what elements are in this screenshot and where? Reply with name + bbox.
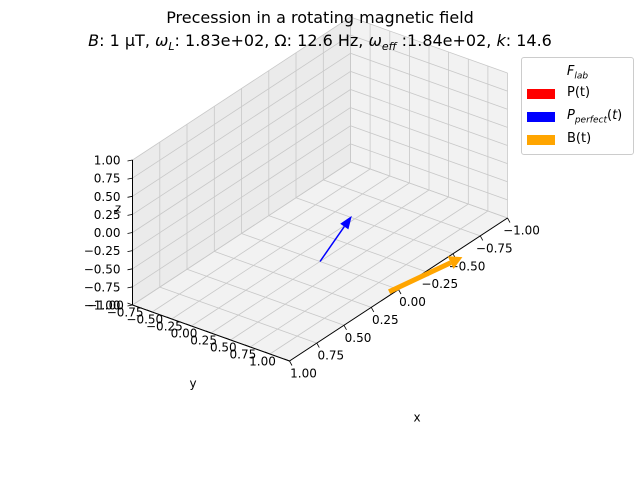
z-tick-3 xyxy=(127,250,133,252)
grid-line-back-z-5 xyxy=(132,71,351,215)
x-tick-1 xyxy=(479,235,484,241)
legend-label-b: B(t) xyxy=(567,131,592,146)
z-tick-label-6: 0.50 xyxy=(94,190,121,204)
z-tick-label-5: 0.25 xyxy=(94,208,121,222)
y-tick-label-0: −1.00 xyxy=(87,299,124,313)
x-tick-label-7: 0.75 xyxy=(317,349,344,363)
y-tick-6 xyxy=(245,344,251,348)
x-tick-label-4: 0.00 xyxy=(399,295,426,309)
grid-line-back-z-4 xyxy=(132,89,351,233)
grid-line-floor-x-7 xyxy=(159,286,317,344)
grid-line-floor-x-6 xyxy=(186,268,345,326)
x-tick-label-0: −1.00 xyxy=(503,224,540,238)
y-tick-label-8: 1.00 xyxy=(249,355,276,369)
grid-line-floor-y-7 xyxy=(269,210,489,355)
z-tick-5 xyxy=(127,214,133,216)
x-tick-6 xyxy=(343,325,347,330)
axis-labels: x y z xyxy=(115,202,421,425)
y-tick-label-2: −0.50 xyxy=(126,313,163,327)
y-tick-label-3: −0.25 xyxy=(146,320,183,334)
grid-line-back-z-8 xyxy=(132,16,351,161)
grid-line-right-z-5 xyxy=(350,71,508,128)
z-tick-label-0: −1.00 xyxy=(84,299,121,313)
arrow-head-b-t xyxy=(447,256,463,269)
chart-subtitle: B: 1 μT, ωL: 1.83e+02, Ω: 12.6 Hz, ωeff … xyxy=(88,31,552,54)
legend-label-p: P(t) xyxy=(567,85,591,100)
y-tick-label-6: 0.50 xyxy=(210,341,237,355)
y-tick-3 xyxy=(186,323,192,327)
z-tick-7 xyxy=(127,177,133,180)
z-tick-4 xyxy=(127,232,133,234)
z-tick-label-1: −0.75 xyxy=(84,280,121,294)
y-tick-2 xyxy=(166,316,172,320)
grid-line-back-z-7 xyxy=(132,34,351,179)
axis-ticks: −1.00−1.00−1.00−0.75−0.75−0.75−0.50−0.50… xyxy=(84,154,540,381)
x-tick-4 xyxy=(398,289,402,295)
legend: Flab P(t) Pperfect(t) B(t) xyxy=(521,57,634,155)
legend-label-p-perfect: Pperfect(t) xyxy=(567,108,623,126)
legend-swatch-p xyxy=(527,89,555,99)
arrow-head-p-perfect-t xyxy=(340,215,352,230)
z-tick-label-7: 0.75 xyxy=(94,172,121,186)
y-tick-1 xyxy=(146,309,153,313)
z-axis-label: z xyxy=(115,202,121,216)
x-tick-label-8: 1.00 xyxy=(290,367,317,381)
z-tick-label-2: −0.50 xyxy=(84,262,121,276)
z-tick-label-3: −0.25 xyxy=(84,244,121,258)
y-tick-5 xyxy=(225,337,231,341)
grid-line-right-z-4 xyxy=(350,89,508,146)
x-tick-0 xyxy=(507,217,511,223)
x-tick-8 xyxy=(289,360,293,366)
grid-line-floor-y-5 xyxy=(230,196,449,341)
x-tick-label-6: 0.50 xyxy=(345,331,372,345)
z-tick-label-8: 1.00 xyxy=(94,154,121,168)
x-tick-label-5: 0.25 xyxy=(372,313,399,327)
axes-grid xyxy=(132,16,508,362)
y-tick-label-4: 0.00 xyxy=(171,327,198,341)
grid-line-floor-x-5 xyxy=(214,251,372,308)
z-tick-2 xyxy=(127,268,133,271)
legend-swatch-b xyxy=(527,135,555,145)
z-tick-label-4: 0.00 xyxy=(94,226,121,240)
arrow-shaft-b-t xyxy=(388,260,452,294)
z-tick-0 xyxy=(127,304,133,307)
y-tick-label-7: 0.75 xyxy=(230,348,257,362)
grid-line-right-z-8 xyxy=(350,16,508,74)
grid-line-right-z-7 xyxy=(350,34,508,92)
grid-line-back-z-6 xyxy=(132,52,351,197)
y-tick-label-1: −0.75 xyxy=(107,306,144,320)
legend-swatch-p-perfect xyxy=(527,112,555,122)
grid-line-right-z-6 xyxy=(350,52,508,110)
y-tick-0 xyxy=(127,302,133,306)
grid-line-floor-y-6 xyxy=(250,203,469,348)
quiver-arrows xyxy=(319,215,463,294)
y-tick-4 xyxy=(205,330,212,334)
x-tick-5 xyxy=(370,307,375,313)
x-axis-label: x xyxy=(413,411,420,425)
legend-title: Flab xyxy=(566,64,589,82)
x-tick-7 xyxy=(316,342,320,348)
x-tick-label-3: −0.25 xyxy=(421,277,458,291)
y-axis-label: y xyxy=(189,377,196,391)
z-tick-1 xyxy=(127,286,133,289)
arrow-shaft-p-perfect-t xyxy=(319,226,345,262)
x-tick-label-1: −0.75 xyxy=(476,241,513,255)
chart-title: Precession in a rotating magnetic field xyxy=(166,8,474,27)
z-tick-8 xyxy=(127,159,133,162)
y-tick-8 xyxy=(284,358,290,362)
y-tick-7 xyxy=(264,351,271,355)
z-tick-6 xyxy=(127,195,133,198)
y-tick-label-5: 0.25 xyxy=(190,334,217,348)
